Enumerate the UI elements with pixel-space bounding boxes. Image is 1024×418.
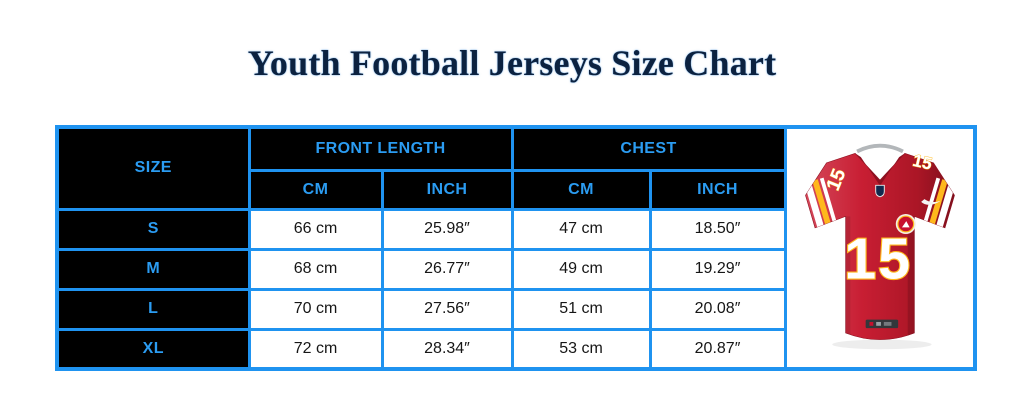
nfl-shield-icon (874, 184, 885, 197)
header-row-groups: SIZE FRONT LENGTH CHEST (55, 125, 977, 371)
header-size: SIZE (55, 125, 251, 211)
cell-xl-front-cm: 72 cm (247, 327, 384, 371)
cell-m-chest-inch: 19.29″ (648, 247, 787, 291)
header-front-inch: INCH (380, 168, 514, 211)
table-row: S 66 cm 25.98″ 47 cm 18.50″ (55, 207, 975, 251)
team-patch-icon (895, 213, 916, 234)
cell-l-front-cm: 70 cm (247, 287, 384, 331)
cell-l-chest-cm: 51 cm (510, 287, 652, 331)
cell-xl-chest-inch: 20.87″ (648, 327, 787, 371)
jersey-chest-number: 15 (844, 227, 912, 291)
jersey-mesh-shading (843, 215, 916, 335)
hanger-icon (855, 143, 904, 153)
jock-tag (865, 319, 898, 328)
table-row: M 68 cm 26.77″ 49 cm 19.29″ (55, 247, 975, 291)
header-row-units: CM INCH CM INCH (57, 168, 975, 211)
cell-l-front-inch: 27.56″ (380, 287, 514, 331)
cell-m-front-cm: 68 cm (247, 247, 384, 291)
header-chest-cm: CM (510, 168, 652, 211)
jersey-image: 15 15 15 (804, 143, 955, 349)
page-title: Youth Football Jerseys Size Chart (247, 43, 777, 83)
size-label-s: S (55, 207, 251, 251)
cell-m-front-inch: 26.77″ (380, 247, 514, 291)
size-label-xl: XL (55, 327, 251, 371)
cell-s-chest-inch: 18.50″ (648, 207, 787, 251)
header-chest-inch: INCH (648, 168, 787, 211)
cell-l-chest-inch: 20.08″ (648, 287, 787, 331)
size-label-l: L (55, 287, 251, 331)
table-row: XL 72 cm 28.34″ 53 cm 20.87″ (55, 327, 975, 371)
header-front-cm: CM (247, 168, 384, 211)
swoosh-icon (920, 198, 941, 205)
size-chart-table: SIZE FRONT LENGTH CHEST (55, 125, 978, 371)
cell-xl-front-inch: 28.34″ (380, 327, 514, 371)
cell-xl-chest-cm: 53 cm (510, 327, 652, 371)
jersey-product-image-cell: 15 15 15 (783, 125, 977, 371)
jersey-shadow (831, 339, 932, 349)
header-front-length: FRONT LENGTH (247, 125, 514, 172)
cell-s-front-cm: 66 cm (247, 207, 384, 251)
table-row: L 70 cm 27.56″ 51 cm 20.08″ (55, 287, 975, 331)
cell-m-chest-cm: 49 cm (510, 247, 652, 291)
size-label-m: M (55, 247, 251, 291)
cell-s-chest-cm: 47 cm (510, 207, 652, 251)
header-chest: CHEST (510, 125, 787, 172)
cell-s-front-inch: 25.98″ (380, 207, 514, 251)
